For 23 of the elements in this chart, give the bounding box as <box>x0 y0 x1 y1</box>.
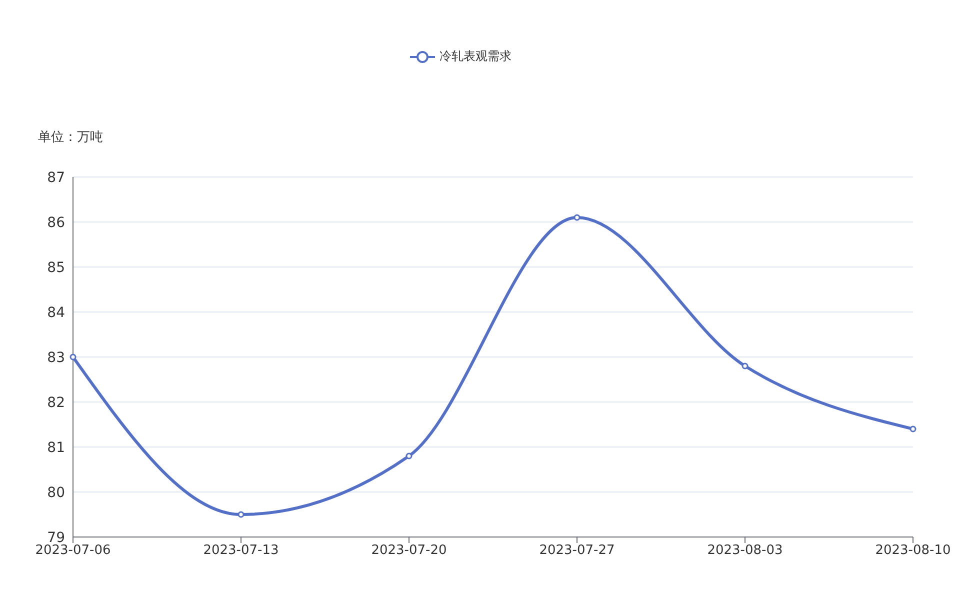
y-tick-label: 82 <box>47 394 65 411</box>
y-tick-label: 81 <box>47 440 65 456</box>
point <box>574 214 580 221</box>
y-tick-label: 87 <box>47 170 65 186</box>
point <box>742 362 748 370</box>
point <box>70 354 76 360</box>
point <box>406 452 412 460</box>
y-tick-label: 84 <box>47 304 66 321</box>
y-tick-label: 85 <box>47 260 65 276</box>
legend-label: 冷轧表观需求 <box>440 48 512 65</box>
x-tick-label: 2023-07-20 <box>371 543 447 558</box>
point <box>238 511 244 518</box>
x-tick-label: 2023-08-03 <box>707 543 783 558</box>
y-axis-title: 单位：万吨 <box>38 129 103 146</box>
y-tick-label: 86 <box>47 214 66 231</box>
x-tick-label: 2023-07-06 <box>35 543 111 558</box>
y-tick-label: 83 <box>47 350 65 366</box>
y-tick-label: 79 <box>47 530 65 546</box>
x-tick-label: 2023-07-13 <box>203 543 279 558</box>
x-tick-label: 2023-08-10 <box>875 543 951 558</box>
x-tick-label: 2023-07-27 <box>539 543 615 558</box>
y-tick-label: 80 <box>47 484 65 501</box>
point <box>910 426 916 432</box>
